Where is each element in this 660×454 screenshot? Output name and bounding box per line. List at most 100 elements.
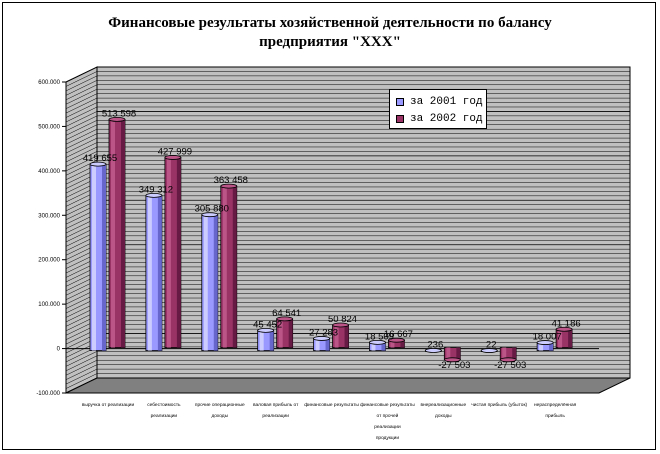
bar-value-label: 45 452 bbox=[253, 319, 282, 330]
bar-value-label: -27 503 bbox=[494, 360, 526, 371]
bar-shade bbox=[381, 342, 386, 351]
bar-highlight bbox=[539, 342, 544, 351]
bar-value-label: 64 541 bbox=[272, 308, 301, 319]
bar-cap bbox=[108, 116, 126, 122]
gridline-side bbox=[65, 128, 98, 145]
gridline-side bbox=[65, 71, 98, 87]
gridline-side bbox=[65, 111, 98, 127]
gridline-side bbox=[65, 364, 98, 380]
bar-cap bbox=[443, 357, 461, 363]
bar-shade bbox=[157, 195, 162, 351]
gridline-side bbox=[65, 102, 98, 118]
chart-title-line-2: предприятия "ХХХ" bbox=[259, 34, 401, 50]
bar-cap bbox=[257, 327, 275, 333]
legend-swatch-2002 bbox=[396, 115, 404, 123]
bar-cap bbox=[369, 339, 386, 345]
bar-value-label: 427 999 bbox=[158, 146, 192, 157]
gridline-side bbox=[65, 115, 98, 132]
gridline-side bbox=[65, 351, 98, 367]
x-tick-label: чистая прибыль (убыток) bbox=[471, 402, 527, 408]
gridline-side bbox=[65, 142, 98, 158]
gridline-side bbox=[65, 97, 98, 114]
y-tick-label: 400.000 bbox=[38, 169, 60, 175]
gridline-side bbox=[65, 66, 98, 83]
bar-shade bbox=[456, 347, 461, 360]
bar-highlight bbox=[111, 119, 115, 348]
bar-highlight bbox=[259, 330, 264, 351]
x-tick-label: внереализационные bbox=[420, 403, 466, 408]
bar-shade bbox=[344, 324, 349, 348]
bar-value-label: 16 667 bbox=[384, 329, 413, 340]
bar-value-label: 18 509 bbox=[365, 331, 394, 342]
gridline-side bbox=[65, 151, 98, 167]
y-tick-label: -100.000 bbox=[36, 391, 60, 397]
bar-value-label: 27 283 bbox=[309, 327, 338, 338]
bar-cap bbox=[164, 155, 182, 160]
gridline-side bbox=[65, 93, 98, 109]
bar-highlight bbox=[558, 329, 563, 348]
y-tick-label: 600.000 bbox=[38, 80, 60, 86]
x-tick-label: доходы bbox=[435, 414, 452, 419]
chart-gridlines bbox=[65, 66, 630, 394]
bar-cap bbox=[201, 212, 219, 218]
x-tick-label: финансовые результаты bbox=[360, 402, 415, 408]
bar-shade bbox=[232, 186, 237, 348]
legend-label-2001: за 2001 год bbox=[410, 96, 483, 108]
x-tick-label: продукции bbox=[376, 436, 400, 441]
bar-cap bbox=[424, 348, 442, 353]
gridline-side bbox=[65, 124, 98, 140]
data-labels: 419 655 349 312 305 880 45 452 27 283 18 509 2… bbox=[83, 108, 581, 370]
bar-cap bbox=[332, 322, 349, 328]
chart-title: Финансовые результаты хозяйственной деят… bbox=[0, 14, 660, 52]
bar-shade bbox=[325, 338, 330, 351]
bar-cap bbox=[89, 161, 107, 167]
gridline-side bbox=[65, 84, 98, 100]
y-tick-label: 300.000 bbox=[38, 213, 60, 219]
bar-value-label: 50 824 bbox=[328, 314, 357, 325]
bar-cap bbox=[276, 316, 294, 322]
bar-value-label: 363 458 bbox=[214, 175, 248, 186]
gridline-side bbox=[65, 106, 98, 123]
bar-shade bbox=[288, 318, 293, 348]
bar-highlight bbox=[371, 342, 376, 351]
bar-highlight bbox=[166, 157, 171, 348]
gridline-side bbox=[65, 137, 98, 154]
legend-item-2001: за 2001 год bbox=[396, 95, 483, 109]
bar-shade bbox=[549, 342, 554, 351]
bar-cap bbox=[499, 357, 517, 363]
legend-item-2002: за 2002 год bbox=[396, 112, 483, 126]
bar-shade bbox=[568, 329, 573, 348]
x-tick-label: финансовые результаты bbox=[304, 402, 359, 408]
bar-highlight bbox=[315, 338, 320, 351]
chart-legend: за 2001 год за 2002 год bbox=[389, 89, 487, 129]
bar-value-label: -27 503 bbox=[438, 360, 470, 371]
bar-highlight bbox=[390, 340, 395, 348]
x-tick-label: прибыль bbox=[545, 413, 565, 419]
x-axis: выручка от реализации себестоимость реализ… bbox=[82, 402, 577, 441]
x-tick-label: нераспределённая bbox=[534, 402, 577, 408]
bar-shade bbox=[512, 347, 517, 360]
bar-shade bbox=[213, 214, 218, 351]
bar-highlight bbox=[334, 324, 339, 348]
x-tick-label: выручка от реализации bbox=[82, 403, 135, 408]
bar-value-label: 305 880 bbox=[195, 204, 229, 215]
legend-swatch-2001 bbox=[396, 98, 404, 106]
bar-cap bbox=[313, 336, 330, 341]
y-tick-label: 0 bbox=[57, 347, 61, 353]
x-tick-label: доходы bbox=[211, 414, 228, 419]
gridline-side bbox=[65, 120, 98, 136]
bar-shade bbox=[269, 330, 274, 351]
bar-highlight bbox=[92, 164, 96, 351]
y-axis: -100.000 0 100.000 200.000 300.000 400.000 500… bbox=[36, 80, 66, 397]
bar-highlight bbox=[147, 195, 152, 351]
gridline-side bbox=[65, 360, 98, 376]
floor bbox=[65, 377, 631, 394]
gridline-side bbox=[65, 75, 98, 92]
gridline-side bbox=[65, 155, 98, 172]
bar-value-label: 419 655 bbox=[83, 153, 117, 164]
y-tick-label: 200.000 bbox=[38, 258, 60, 264]
bar-value-label: 349 312 bbox=[139, 184, 173, 195]
bar-highlight bbox=[446, 347, 451, 360]
bar-highlight bbox=[502, 347, 507, 360]
x-tick-label: валовая прибыль от bbox=[253, 402, 299, 408]
